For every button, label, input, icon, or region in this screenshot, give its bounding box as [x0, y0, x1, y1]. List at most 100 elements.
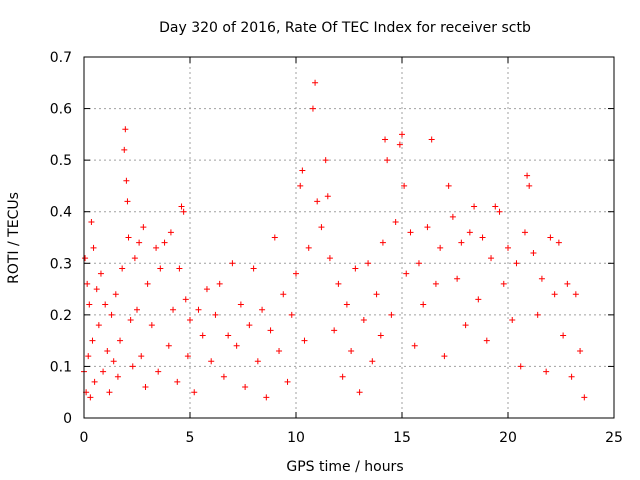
data-point: [284, 378, 291, 385]
data-point: [403, 270, 410, 277]
y-tick-label: 0.3: [50, 256, 72, 272]
data-point: [254, 358, 261, 365]
data-point: [424, 224, 431, 231]
data-point: [122, 126, 129, 133]
data-point: [100, 368, 107, 375]
data-point: [399, 131, 405, 138]
data-point: [129, 363, 136, 370]
data-point: [373, 291, 380, 298]
data-point: [117, 337, 124, 344]
data-point: [90, 244, 97, 251]
grid-lines: [84, 57, 614, 418]
x-tick-label: 0: [80, 430, 89, 446]
data-point: [445, 182, 452, 189]
data-point: [534, 311, 541, 318]
data-point: [144, 280, 151, 287]
data-point: [167, 229, 174, 236]
data-point: [176, 265, 183, 272]
data-point: [428, 136, 435, 143]
data-point: [170, 306, 177, 313]
data-point: [432, 280, 439, 287]
data-point: [521, 229, 528, 236]
data-point: [415, 260, 422, 267]
data-point: [104, 347, 111, 354]
data-point: [543, 368, 550, 375]
data-point: [187, 317, 193, 324]
data-point: [184, 353, 191, 360]
data-point: [165, 342, 172, 349]
data-point: [288, 311, 295, 318]
data-point: [411, 342, 418, 349]
data-point: [157, 265, 164, 272]
y-axis-label: ROTI / TECUs: [6, 192, 22, 284]
data-point: [335, 280, 342, 287]
data-point: [343, 301, 350, 308]
data-point: [299, 167, 306, 174]
data-point: [208, 358, 215, 365]
data-point: [121, 146, 128, 153]
data-point: [454, 275, 461, 282]
data-point: [89, 337, 96, 344]
data-point: [339, 373, 346, 380]
chart-title: Day 320 of 2016, Rate Of TEC Index for r…: [159, 20, 531, 36]
data-points: [81, 79, 588, 401]
data-point: [513, 260, 520, 267]
data-point: [437, 244, 444, 251]
x-tick-label: 25: [605, 430, 623, 446]
data-point: [114, 373, 121, 380]
data-point: [153, 244, 160, 251]
data-point: [462, 322, 469, 329]
data-point: [479, 234, 486, 241]
data-point: [97, 270, 104, 277]
data-point: [131, 255, 138, 262]
data-point: [246, 322, 253, 329]
data-point: [233, 342, 240, 349]
data-point: [155, 368, 162, 375]
y-tick-label: 0.1: [50, 359, 72, 375]
data-point: [314, 198, 321, 205]
data-point: [500, 280, 507, 287]
data-point: [530, 249, 537, 256]
data-point: [526, 182, 533, 189]
data-point: [199, 332, 206, 339]
x-tick-label: 20: [499, 430, 517, 446]
data-point: [471, 203, 478, 210]
data-point: [581, 394, 588, 401]
data-point: [140, 224, 147, 231]
data-point: [125, 234, 132, 241]
data-point: [242, 384, 249, 391]
data-point: [509, 317, 516, 324]
data-point: [191, 389, 198, 396]
data-point: [237, 301, 244, 308]
data-point: [401, 182, 408, 189]
data-point: [496, 208, 503, 215]
data-point: [466, 229, 473, 236]
y-tick-label: 0: [63, 411, 72, 427]
data-point: [577, 347, 584, 354]
data-point: [305, 244, 312, 251]
data-point: [142, 384, 149, 391]
data-point: [195, 306, 202, 313]
data-point: [318, 224, 325, 231]
x-tick-label: 10: [287, 430, 305, 446]
data-point: [547, 234, 554, 241]
data-point: [488, 255, 495, 262]
data-point: [119, 265, 126, 272]
data-point: [369, 358, 376, 365]
data-point: [91, 378, 98, 385]
data-point: [560, 332, 567, 339]
data-point: [108, 311, 115, 318]
data-point: [259, 306, 266, 313]
x-tick-label: 15: [393, 430, 411, 446]
data-point: [483, 337, 490, 344]
x-axis-label: GPS time / hours: [286, 459, 403, 475]
data-point: [572, 291, 579, 298]
data-point: [161, 239, 168, 246]
data-point: [203, 286, 210, 293]
data-point: [441, 353, 448, 360]
data-point: [106, 389, 113, 396]
data-point: [365, 260, 372, 267]
data-point: [301, 337, 308, 344]
data-point: [312, 79, 319, 86]
